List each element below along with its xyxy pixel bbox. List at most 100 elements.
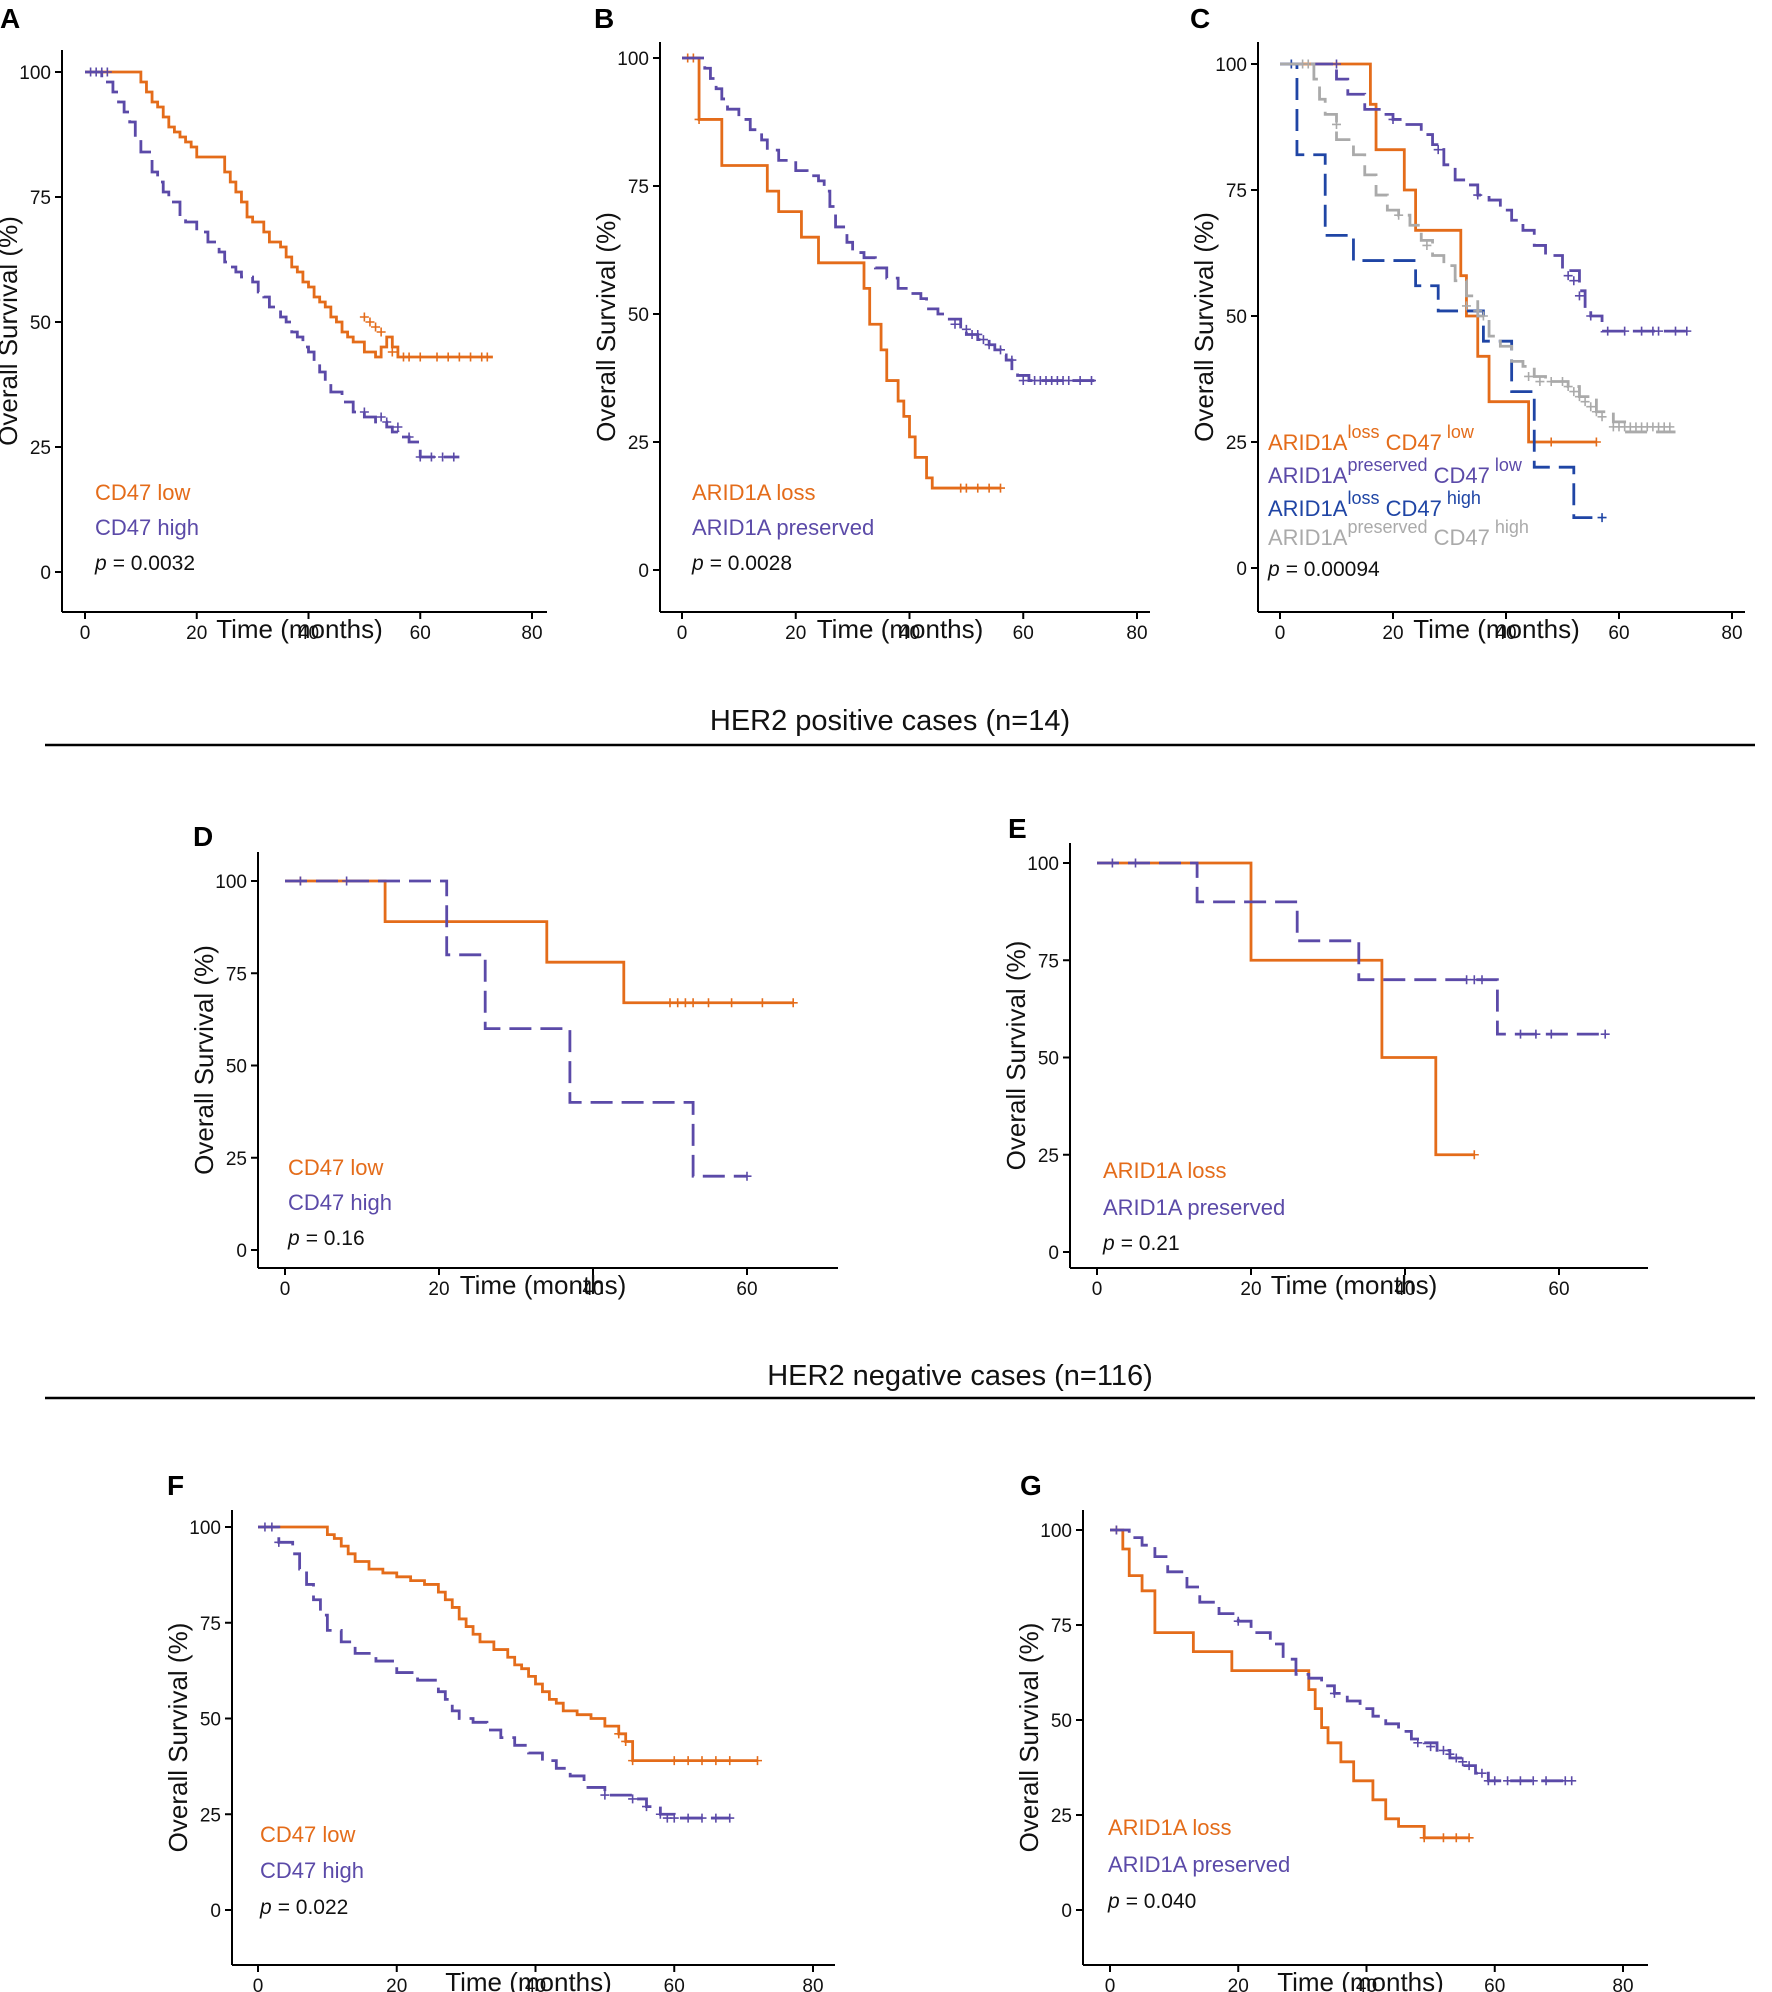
panel-d: D 0 25 50 75 100 0 20 40 60 Time (months) Overall S… — [189, 821, 838, 1300]
y-tick-label: 50 — [1051, 1711, 1072, 1732]
censor-mark — [1426, 1742, 1436, 1752]
p-value-text: = 0.16 — [306, 1227, 365, 1250]
legend-entry-superscript: low — [1442, 422, 1475, 442]
p-value-text: = 0.0032 — [113, 552, 195, 575]
legend-entry: ARID1Aloss CD47 low — [1268, 422, 1475, 455]
censor-mark — [1620, 326, 1630, 336]
censor-mark — [1451, 1833, 1461, 1843]
censor-mark — [267, 1522, 277, 1532]
x-tick-label: 40 — [1356, 1976, 1377, 1992]
censor-mark — [1111, 1525, 1121, 1535]
legend-entry: ARID1A preserved — [1103, 1195, 1285, 1220]
panel-e: E 0 25 50 75 100 0 20 40 60 Time (months) Overall S… — [1001, 813, 1648, 1300]
x-tick-label: 80 — [1126, 623, 1147, 644]
x-tick-label: 20 — [1240, 1279, 1261, 1300]
survival-curve — [682, 56, 1098, 382]
censor-mark — [1478, 311, 1488, 321]
x-tick-label: 60 — [1013, 623, 1034, 644]
x-tick-label: 60 — [1608, 623, 1629, 644]
survival-curve — [85, 70, 460, 459]
x-axis-title: Time (months) — [460, 1270, 627, 1300]
x-tick-label: 20 — [428, 1279, 449, 1300]
legend-entry-superscript: loss — [1347, 488, 1379, 508]
x-tick-label: 40 — [1394, 1279, 1415, 1300]
censor-mark — [1524, 371, 1534, 381]
censor-mark — [996, 483, 1005, 493]
censor-mark — [704, 998, 713, 1008]
y-tick-label: 0 — [1048, 1243, 1059, 1264]
panel-letter: B — [594, 3, 614, 34]
y-tick-label: 25 — [1038, 1146, 1059, 1167]
censor-mark — [1332, 119, 1341, 129]
censor-mark — [1433, 145, 1443, 155]
section-title-her2-negative: HER2 negative cases (n=116) — [767, 1360, 1153, 1392]
censor-mark — [1018, 376, 1028, 386]
survival-curve — [1280, 62, 1603, 519]
censor-mark — [454, 352, 464, 362]
panel-letter: F — [167, 1470, 184, 1501]
p-value-text: = 0.00094 — [1286, 558, 1380, 581]
censor-mark — [376, 412, 386, 422]
survival-curve — [1097, 861, 1606, 1036]
censor-mark — [376, 327, 386, 337]
censor-mark — [1462, 975, 1472, 985]
p-value-symbol: p — [259, 1896, 272, 1919]
censor-mark — [1445, 1749, 1455, 1759]
legend-entry: ARID1Apreserved CD47 low — [1268, 455, 1523, 488]
x-tick-label: 60 — [410, 623, 431, 644]
x-tick-label: 0 — [1092, 1279, 1103, 1300]
censor-mark — [1637, 326, 1647, 336]
censor-mark — [757, 998, 767, 1008]
y-tick-label: 50 — [200, 1710, 221, 1731]
y-tick-label: 75 — [30, 188, 51, 209]
x-tick-label: 80 — [802, 1976, 823, 1992]
censor-mark — [1064, 376, 1074, 386]
censor-mark — [404, 432, 414, 442]
censor-mark — [1567, 1776, 1577, 1786]
panel-b: B 0 25 50 75 100 0 20 40 60 80 Time (months) Overall… — [591, 3, 1150, 644]
censor-mark — [669, 1756, 679, 1766]
y-tick-label: 100 — [189, 1518, 221, 1539]
censor-mark — [788, 998, 798, 1008]
censor-mark — [359, 312, 369, 322]
censor-mark — [1603, 326, 1613, 336]
censor-mark — [600, 1790, 610, 1800]
y-axis-title: Overall Survival (%) — [0, 216, 23, 446]
censor-mark — [1541, 1776, 1551, 1786]
censor-mark — [1528, 1776, 1538, 1786]
x-tick-label: 0 — [280, 1279, 291, 1300]
p-value-symbol: p — [94, 552, 107, 575]
x-axis-title: Time (months) — [1271, 1270, 1438, 1300]
survival-curve — [258, 1525, 758, 1763]
panel-letter: E — [1008, 813, 1027, 844]
x-tick-label: 60 — [736, 1279, 757, 1300]
legend-entry: ARID1Aloss CD47 high — [1268, 488, 1481, 521]
y-axis-title: Overall Survival (%) — [1014, 1623, 1044, 1853]
censor-mark — [1477, 1768, 1487, 1778]
p-value-label: p = 0.16 — [287, 1227, 365, 1250]
y-tick-label: 100 — [215, 872, 247, 893]
censor-mark — [1464, 1833, 1474, 1843]
censor-mark — [984, 483, 994, 493]
panel-letter: D — [193, 821, 213, 852]
y-tick-label: 50 — [628, 305, 649, 326]
censor-mark — [628, 1756, 638, 1766]
censor-mark — [1654, 326, 1664, 336]
censor-mark — [443, 352, 453, 362]
p-value-text: = 0.21 — [1121, 1232, 1180, 1255]
y-tick-label: 100 — [617, 49, 649, 70]
censor-mark — [482, 352, 492, 362]
censor-mark — [1451, 1753, 1461, 1763]
x-tick-label: 40 — [582, 1279, 603, 1300]
legend-entry-superscript: low — [1490, 455, 1523, 475]
x-axis-title: Time (months) — [817, 614, 984, 644]
censor-mark — [404, 352, 414, 362]
legend-entry-text: CD47 — [1428, 463, 1490, 488]
survival-curve — [682, 56, 1001, 490]
censor-mark — [1329, 1688, 1339, 1698]
legend-entry-text: CD47 — [1428, 525, 1490, 550]
censor-mark — [683, 1756, 693, 1766]
censor-mark — [697, 1813, 707, 1823]
legend-entry-superscript: loss — [1347, 422, 1379, 442]
survival-curve — [85, 70, 493, 359]
